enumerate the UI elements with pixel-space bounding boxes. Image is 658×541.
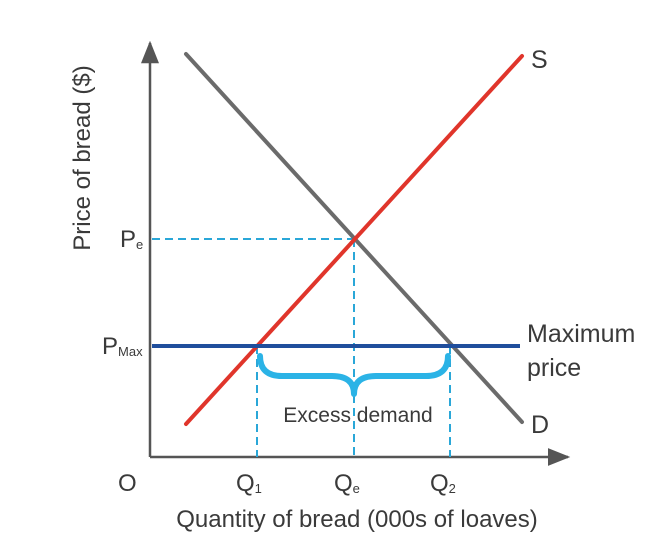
x-axis-title: Quantity of bread (000s of loaves) — [176, 506, 538, 533]
supply-label: S — [531, 46, 548, 74]
excess-demand-brace — [257, 353, 451, 397]
q2-label: Q2 — [430, 470, 456, 497]
demand-label: D — [531, 411, 549, 439]
qe-label: Qe — [334, 470, 360, 497]
pmax-label: PMax — [102, 333, 143, 360]
maximum-price-label-line1: Maximum — [527, 320, 635, 348]
supply-curve — [184, 54, 524, 426]
pe-label: Pe — [120, 226, 143, 253]
y-axis-title: Price of bread ($) — [69, 65, 96, 250]
excess-demand-label: Excess demand — [283, 404, 432, 427]
maximum-price-label-line2: price — [527, 354, 581, 382]
origin-label: O — [118, 470, 137, 497]
q1-label: Q1 — [236, 470, 262, 497]
